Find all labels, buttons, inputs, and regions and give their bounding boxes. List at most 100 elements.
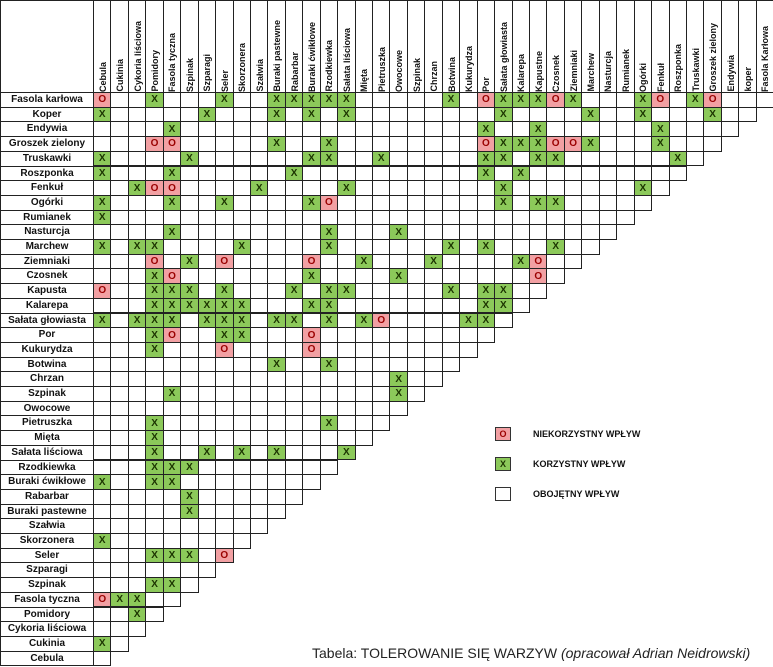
cell-neutral (180, 312, 199, 329)
column-header: Botwina (441, 0, 461, 92)
cell-beneficial: X (232, 239, 251, 255)
column-header-label: Szpinak (184, 57, 195, 92)
cell-beneficial: X (145, 547, 164, 564)
cell-neutral (406, 239, 426, 255)
table-caption: Tabela: TOLEROWANIE SIĘ WARZYW (opracowa… (312, 645, 750, 661)
cell-neutral (197, 371, 217, 387)
cell-neutral (110, 268, 129, 285)
cell-beneficial: X (180, 459, 199, 476)
cell-neutral (232, 459, 251, 476)
cell-neutral (616, 165, 635, 182)
cell-neutral (302, 459, 321, 476)
column-header-label: Ogórki (638, 62, 649, 92)
cell-neutral (372, 386, 391, 402)
cell-neutral (162, 209, 182, 226)
row-label: Groszek zielony (0, 136, 93, 152)
column-header-label: Szpinak (411, 57, 422, 92)
cell-beneficial: X (302, 92, 321, 108)
cell-neutral (284, 430, 304, 446)
cell-neutral (581, 92, 600, 108)
cell-neutral (284, 180, 304, 196)
cell-neutral (110, 209, 129, 226)
cell-neutral (215, 371, 234, 387)
cell-neutral (598, 180, 618, 196)
row-label: Roszponka (0, 165, 93, 182)
cell-neutral (563, 150, 583, 167)
cell-harmful: O (215, 253, 234, 270)
cell-beneficial: X (197, 312, 217, 329)
cell-neutral (267, 165, 286, 182)
cell-neutral (354, 209, 374, 226)
cell-neutral (651, 150, 670, 167)
cell-neutral (145, 533, 164, 549)
cell-neutral (424, 106, 443, 123)
cell-neutral (197, 180, 217, 196)
cell-neutral (372, 180, 391, 196)
cell-neutral (459, 239, 478, 255)
cell-neutral (267, 297, 286, 314)
cell-neutral (459, 180, 478, 196)
cell-neutral (110, 312, 129, 329)
cell-neutral (284, 253, 304, 270)
cell-beneficial: X (354, 312, 374, 329)
cell-beneficial: X (93, 312, 112, 329)
cell-beneficial: X (197, 106, 217, 123)
cell-beneficial: X (529, 150, 548, 167)
cell-beneficial: X (476, 121, 496, 138)
cell-neutral (232, 283, 251, 299)
cell-neutral (110, 371, 129, 387)
cell-beneficial: X (162, 386, 182, 402)
cell-neutral (249, 474, 269, 490)
cell-beneficial: X (633, 106, 653, 123)
cell-neutral (284, 150, 304, 167)
cell-neutral (406, 371, 426, 387)
cell-neutral (616, 121, 635, 138)
cell-neutral (372, 165, 391, 182)
column-header-label: Endywia (725, 55, 736, 92)
cell-neutral (337, 268, 356, 285)
column-header: Marchew (581, 0, 600, 92)
cell-neutral (406, 136, 426, 152)
cell-neutral (302, 121, 321, 138)
cell-neutral (529, 165, 548, 182)
cell-neutral (249, 400, 269, 417)
cell-beneficial: X (145, 239, 164, 255)
row-label: Sałata liściowa (0, 444, 93, 461)
cell-neutral (511, 239, 530, 255)
cell-beneficial: X (162, 121, 182, 138)
cell-neutral (127, 194, 147, 211)
column-header-label: Pietruszka (376, 46, 387, 92)
cell-beneficial: X (319, 356, 339, 373)
cell-neutral (406, 194, 426, 211)
column-header: Fenkuł (651, 0, 670, 92)
cell-neutral (424, 92, 443, 108)
cell-harmful: O (302, 327, 321, 343)
column-header-label: Rumianek (620, 48, 631, 92)
cell-neutral (389, 209, 408, 226)
cell-harmful: O (476, 92, 496, 108)
cell-beneficial: X (319, 283, 339, 299)
cell-neutral (459, 150, 478, 167)
cell-neutral (162, 444, 182, 461)
cell-beneficial: X (93, 165, 112, 182)
cell-neutral (110, 474, 129, 490)
cell-neutral (110, 92, 129, 108)
cell-neutral (93, 297, 112, 314)
cell-neutral (633, 121, 653, 138)
cell-neutral (319, 459, 339, 476)
cell-beneficial: X (267, 356, 286, 373)
cell-neutral (145, 209, 164, 226)
cell-neutral (616, 106, 635, 123)
cell-neutral (685, 106, 705, 123)
column-header: Owocowe (389, 0, 408, 92)
row-label: Cebula (0, 650, 93, 667)
row-label: Szałwia (0, 518, 93, 534)
cell-neutral (110, 180, 129, 196)
cell-neutral (127, 136, 147, 152)
cell-neutral (110, 341, 129, 358)
column-header-label: Sałata głowiasta (498, 21, 509, 92)
cell-neutral (145, 518, 164, 534)
cell-neutral (267, 371, 286, 387)
cell-neutral (424, 327, 443, 343)
cell-neutral (110, 415, 129, 432)
